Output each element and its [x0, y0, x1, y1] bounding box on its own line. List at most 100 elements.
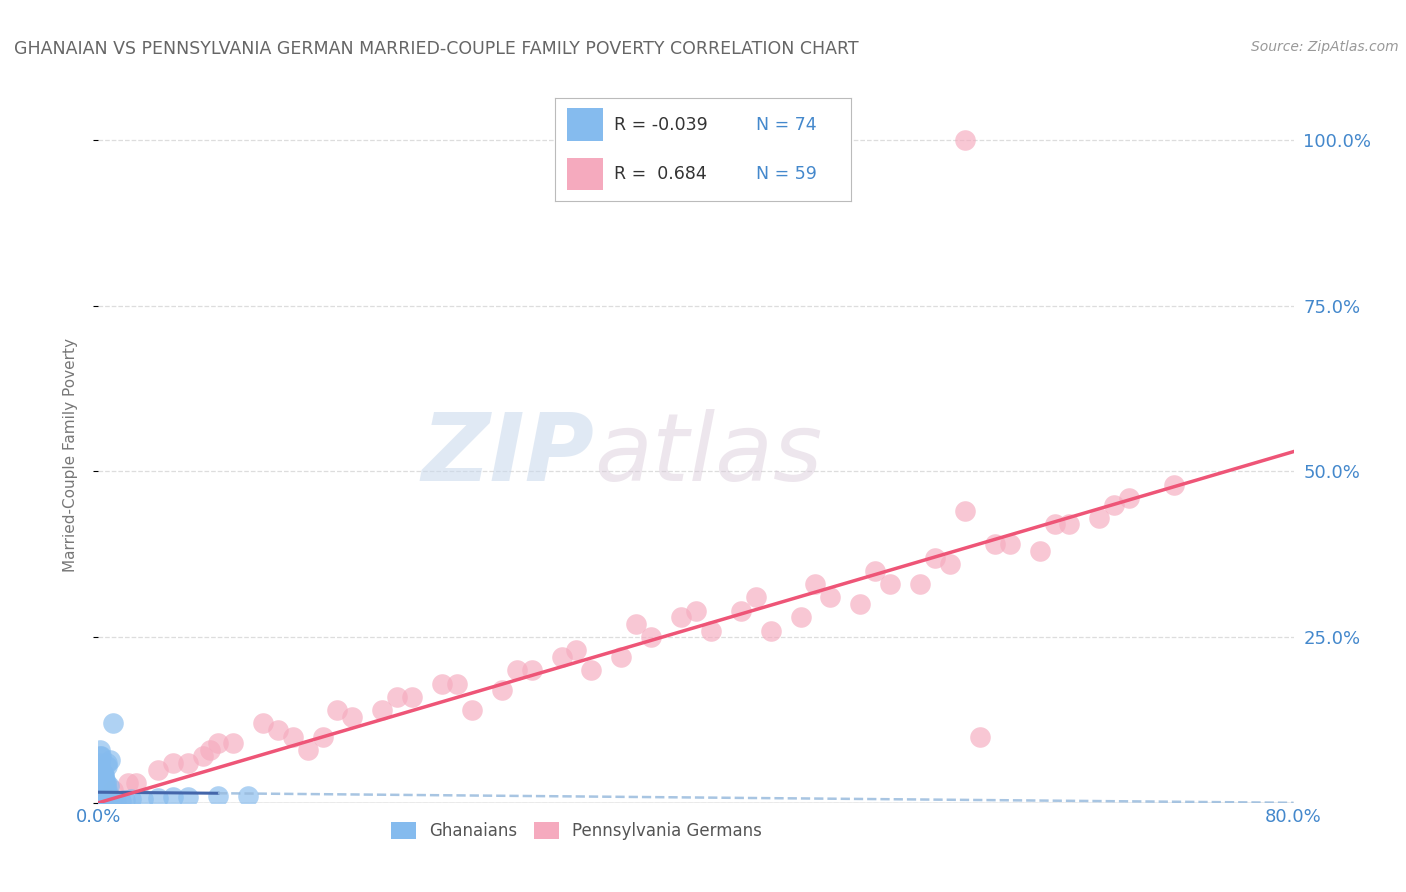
Point — [90, 749, 112, 764]
Point — [93, 768, 115, 782]
Point — [94, 795, 117, 809]
Point — [89, 756, 111, 770]
Point — [89, 788, 111, 802]
Point — [93, 772, 115, 787]
Point — [89, 792, 111, 806]
Text: GHANAIAN VS PENNSYLVANIA GERMAN MARRIED-COUPLE FAMILY POVERTY CORRELATION CHART: GHANAIAN VS PENNSYLVANIA GERMAN MARRIED-… — [14, 40, 859, 58]
Point — [110, 794, 132, 808]
Point — [91, 776, 114, 790]
Point — [252, 716, 274, 731]
Point — [103, 782, 125, 797]
Point — [626, 616, 648, 631]
Point — [90, 790, 112, 805]
Point — [91, 795, 114, 809]
Point — [820, 591, 842, 605]
Point — [804, 577, 827, 591]
Point — [908, 577, 931, 591]
Text: R = -0.039: R = -0.039 — [614, 116, 709, 134]
Point — [93, 786, 115, 800]
Point — [998, 537, 1021, 551]
Point — [953, 133, 976, 147]
Point — [90, 764, 112, 778]
Point — [93, 794, 115, 808]
Point — [1059, 517, 1081, 532]
Point — [96, 759, 118, 773]
Point — [90, 794, 112, 808]
Point — [97, 789, 120, 804]
Point — [371, 703, 394, 717]
Point — [1028, 544, 1050, 558]
Point — [879, 577, 901, 591]
Point — [125, 776, 148, 790]
Point — [91, 792, 114, 806]
Point — [89, 749, 111, 764]
Point — [89, 789, 111, 804]
Point — [117, 776, 139, 790]
Point — [200, 743, 222, 757]
Point — [96, 788, 118, 802]
Point — [1043, 517, 1066, 532]
Point — [565, 643, 588, 657]
Point — [236, 789, 259, 803]
Point — [105, 795, 128, 809]
Point — [90, 781, 112, 796]
Point — [98, 753, 122, 767]
Point — [91, 794, 114, 808]
Point — [91, 766, 114, 780]
Point — [789, 610, 811, 624]
Point — [207, 789, 229, 804]
Point — [385, 690, 409, 704]
Point — [491, 683, 513, 698]
Point — [924, 550, 946, 565]
Point — [89, 784, 111, 798]
Point — [1118, 491, 1140, 505]
Point — [90, 790, 112, 805]
Point — [91, 790, 114, 805]
Point — [91, 782, 114, 797]
Point — [969, 730, 991, 744]
Text: Source: ZipAtlas.com: Source: ZipAtlas.com — [1251, 40, 1399, 54]
Text: R =  0.684: R = 0.684 — [614, 165, 707, 183]
Point — [939, 558, 962, 572]
Point — [89, 794, 111, 808]
Point — [326, 703, 349, 717]
Point — [222, 736, 245, 750]
Point — [281, 730, 304, 744]
Point — [191, 749, 214, 764]
Point — [581, 663, 603, 677]
Point — [1088, 511, 1111, 525]
Point — [90, 786, 112, 800]
Point — [162, 790, 184, 805]
Point — [685, 604, 707, 618]
Point — [177, 789, 200, 804]
Point — [94, 782, 117, 797]
Point — [550, 650, 572, 665]
Legend: Ghanaians, Pennsylvania Germans: Ghanaians, Pennsylvania Germans — [384, 815, 769, 847]
Point — [93, 772, 115, 787]
Point — [91, 769, 114, 783]
Bar — [567, 108, 603, 141]
Point — [401, 690, 423, 704]
Point — [120, 792, 142, 806]
Point — [89, 790, 111, 805]
Point — [91, 786, 114, 800]
Point — [103, 716, 125, 731]
Point — [1163, 477, 1185, 491]
Point — [89, 788, 111, 802]
Point — [96, 756, 118, 770]
Point — [93, 784, 115, 798]
Text: atlas: atlas — [595, 409, 823, 500]
Point — [132, 792, 155, 806]
Point — [94, 774, 117, 789]
Point — [610, 650, 633, 665]
Point — [96, 782, 118, 797]
Point — [94, 786, 117, 800]
Bar — [567, 158, 603, 190]
Point — [177, 756, 200, 770]
Point — [91, 786, 114, 800]
Point — [91, 790, 114, 805]
Point — [90, 795, 112, 809]
Point — [94, 777, 117, 791]
Point — [93, 789, 115, 804]
Point — [669, 610, 692, 624]
